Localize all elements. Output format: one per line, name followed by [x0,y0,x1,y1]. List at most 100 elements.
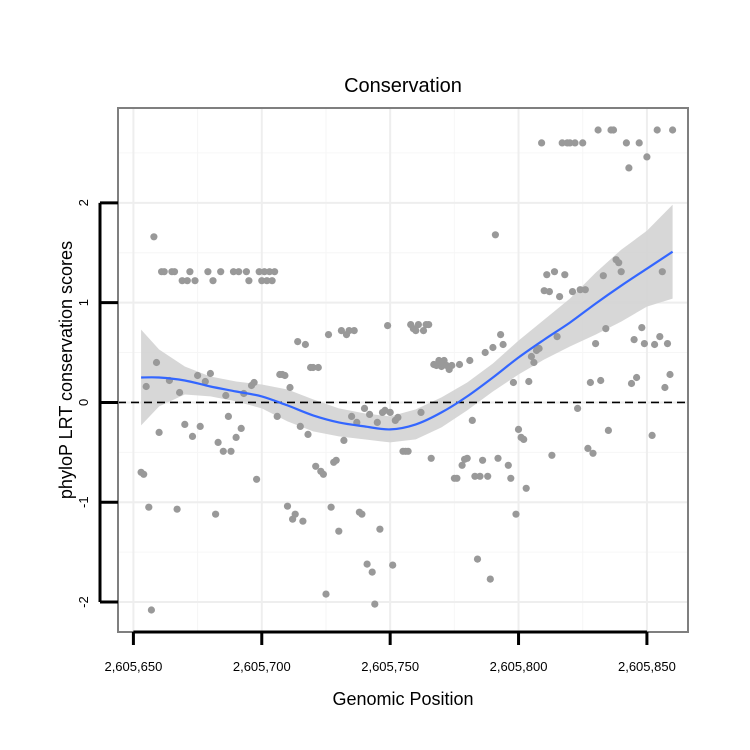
data-point [633,373,641,382]
data-point [142,382,150,391]
data-point [386,408,394,416]
data-point [466,356,474,365]
data-point [594,126,602,134]
data-point [245,277,253,285]
data-point [491,231,499,239]
data-point [581,286,589,294]
plot-panel [117,107,689,633]
data-point [543,271,551,279]
data-point [296,422,304,430]
data-point [553,333,561,341]
y-axis: -2 -1 0 1 2 [76,199,118,608]
x-axis-label: Genomic Position [332,689,473,709]
data-point [322,590,330,598]
data-point [576,286,584,294]
data-point [656,333,664,341]
data-point [237,424,245,432]
data-point [514,425,523,433]
data-point [419,327,428,335]
data-point [486,575,494,583]
data-point [548,451,556,459]
data-point [509,378,517,387]
data-point [283,502,292,510]
data-point [589,449,597,457]
data-point [512,510,520,518]
data-point [568,288,577,296]
data-point [271,268,279,276]
data-point [147,606,155,614]
x-tick-label: 2,605,800 [490,659,548,674]
data-point [337,327,345,335]
data-point [414,321,422,329]
data-point [597,376,605,385]
x-tick-label: 2,605,650 [104,659,162,674]
data-point [186,268,194,276]
data-point [206,369,214,378]
data-point [494,454,502,462]
data-point [635,139,643,147]
y-tick-label: 1 [76,299,91,306]
data-point [235,268,243,276]
data-point [214,438,222,446]
data-point [561,271,569,279]
data-point [538,139,546,147]
data-point [273,412,281,420]
data-point [212,510,220,518]
data-point [224,412,232,420]
data-point [222,391,230,400]
data-point [260,268,268,276]
data-point [545,288,554,296]
data-point [140,470,148,478]
data-point [376,525,384,533]
data-point [473,555,482,563]
data-point [219,447,227,455]
data-point [617,268,625,276]
data-point [663,340,672,348]
data-point [527,352,536,361]
data-point [602,325,610,333]
data-point [368,568,376,576]
data-point [258,277,266,285]
y-tick-label: -1 [76,496,91,508]
data-point [301,340,309,349]
data-point [160,268,168,276]
data-point [666,370,674,379]
data-point [609,126,618,134]
data-point [550,268,559,276]
y-tick-label: -2 [76,596,91,608]
data-point [525,377,533,386]
data-point [268,277,276,285]
data-point [463,454,471,462]
data-point [530,358,538,367]
data-point [314,363,322,372]
data-point [497,331,505,339]
data-point [669,126,677,134]
data-point [332,456,340,464]
data-point [191,277,199,285]
x-tick-label: 2,605,700 [233,659,291,674]
data-point [458,461,466,469]
data-point [556,293,564,301]
data-point [384,322,392,330]
data-point [535,344,543,353]
data-point [427,454,435,462]
data-point [455,360,464,369]
data-point [360,404,369,412]
data-point [291,510,299,518]
data-point [255,268,263,276]
data-point [327,503,335,511]
data-point [638,324,646,332]
data-point [366,410,374,418]
data-point [170,268,179,276]
data-point [253,475,261,483]
data-point [145,503,153,511]
data-point [204,268,212,276]
data-point [476,472,484,480]
data-point [188,432,197,440]
data-point [471,472,479,480]
data-point [309,363,317,372]
data-point [604,426,613,434]
data-point [658,268,666,276]
data-point [571,139,579,147]
data-point [173,505,181,513]
